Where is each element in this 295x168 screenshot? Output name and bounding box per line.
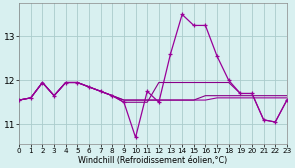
X-axis label: Windchill (Refroidissement éolien,°C): Windchill (Refroidissement éolien,°C): [78, 156, 228, 164]
